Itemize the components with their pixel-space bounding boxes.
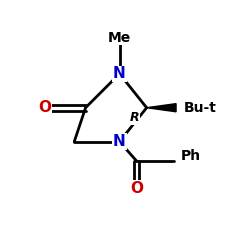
Polygon shape (147, 104, 176, 112)
Text: N: N (113, 134, 126, 149)
Text: O: O (130, 180, 143, 196)
Text: Bu-t: Bu-t (184, 101, 217, 115)
Text: O: O (38, 100, 51, 115)
Text: Me: Me (108, 31, 131, 45)
Text: R: R (129, 111, 139, 124)
Text: N: N (113, 66, 126, 81)
Text: Ph: Ph (181, 149, 201, 163)
